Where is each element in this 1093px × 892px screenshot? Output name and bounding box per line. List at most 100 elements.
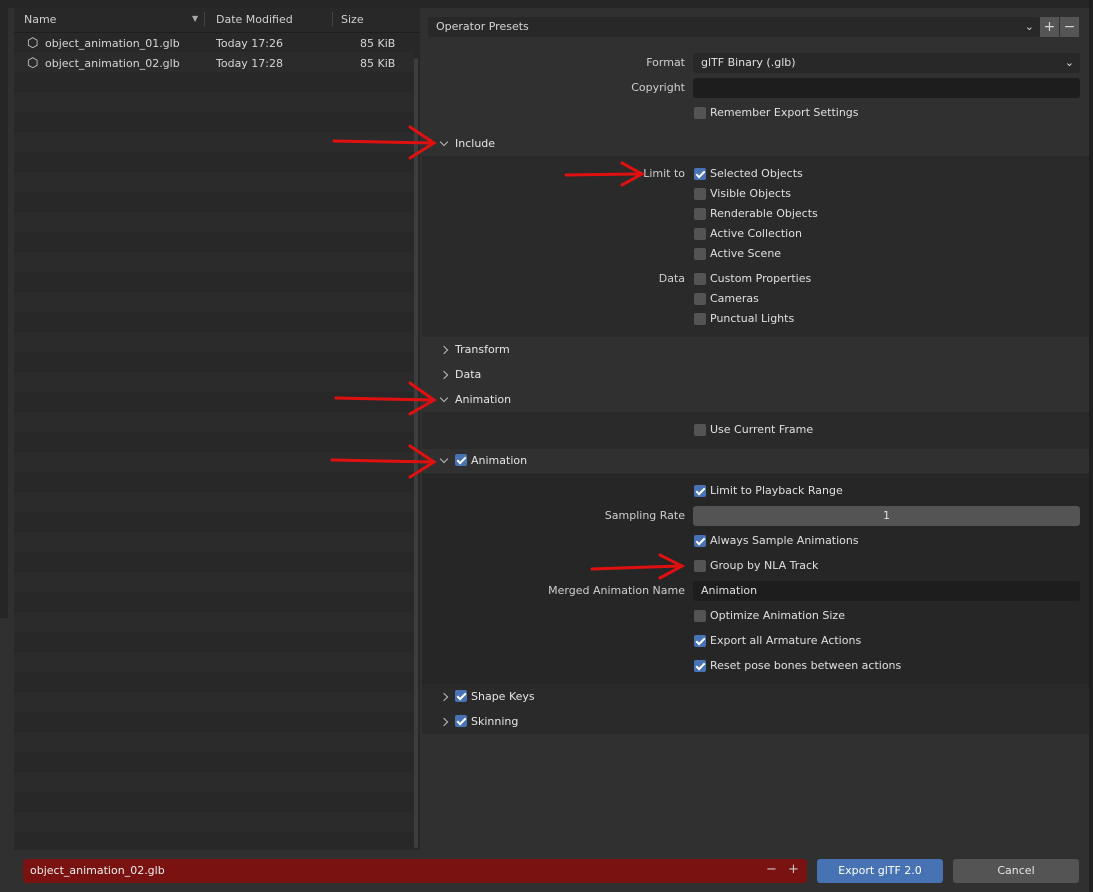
animation-sub-title: Animation (471, 454, 528, 467)
file-list-scrollbar[interactable] (414, 58, 418, 848)
remember-settings-label: Remember Export Settings (710, 106, 859, 119)
red-arrow-icon (590, 553, 686, 580)
copyright-field[interactable] (693, 78, 1080, 98)
custom-properties-label: Custom Properties (710, 272, 812, 285)
add-preset-button[interactable]: + (1040, 17, 1059, 37)
column-size[interactable]: Size (341, 13, 364, 26)
cancel-button[interactable]: Cancel (953, 859, 1079, 883)
reset-pose-bones-checkbox[interactable] (694, 660, 706, 672)
top-strip (0, 0, 1093, 8)
file-name: object_animation_02.glb (45, 57, 180, 70)
skinning-checkbox[interactable] (455, 715, 467, 727)
shape-keys-label: Shape Keys (471, 690, 535, 703)
animation-subpanel-header[interactable]: Animation (439, 454, 528, 467)
renderable-objects-label: Renderable Objects (710, 207, 818, 220)
increment-filename-button[interactable]: + (788, 862, 799, 877)
left-edge (0, 8, 8, 618)
format-dropdown[interactable]: glTF Binary (.glb) ⌄ (693, 53, 1080, 73)
include-panel (422, 156, 1090, 337)
merged-animation-name-field[interactable]: Animation (693, 581, 1080, 601)
file-date: Today 17:28 (216, 57, 284, 70)
file-size: 85 KiB (360, 57, 396, 70)
group-nla-checkbox[interactable] (694, 560, 706, 572)
file-name: object_animation_01.glb (45, 37, 180, 50)
header-divider (14, 32, 420, 33)
active-collection-checkbox[interactable] (694, 228, 706, 240)
include-title: Include (455, 137, 496, 150)
optimize-animation-checkbox[interactable] (694, 610, 706, 622)
merged-animation-name-label: Merged Animation Name (548, 584, 685, 597)
remember-settings-checkbox[interactable] (694, 107, 706, 119)
mesh-cube-icon: ⬡ (27, 56, 39, 71)
animation-enable-checkbox[interactable] (455, 454, 467, 466)
limit-playback-checkbox[interactable] (694, 485, 706, 497)
animation-subpanel-header-bg (422, 449, 1090, 473)
column-date[interactable]: Date Modified (216, 13, 293, 26)
format-value: glTF Binary (.glb) (701, 56, 796, 69)
data-label: Data (658, 272, 685, 285)
file-size: 85 KiB (360, 37, 396, 50)
include-panel-header[interactable]: Include (439, 137, 496, 150)
cameras-checkbox[interactable] (694, 293, 706, 305)
transform-title: Transform (455, 343, 510, 356)
chevron-down-icon: ⌄ (1024, 20, 1034, 33)
sampling-rate-label: Sampling Rate (604, 509, 685, 522)
column-divider (204, 12, 205, 26)
selected-objects-checkbox[interactable] (694, 168, 706, 180)
animation-panel-header[interactable]: Animation (439, 393, 512, 406)
sampling-rate-field[interactable]: 1 (693, 506, 1080, 526)
shape-keys-panel-header[interactable]: Shape Keys (439, 690, 535, 703)
filename-field[interactable]: object_animation_02.glb (23, 859, 807, 883)
presets-label: Operator Presets (436, 20, 529, 33)
use-current-frame-checkbox[interactable] (694, 424, 706, 436)
active-collection-label: Active Collection (710, 227, 802, 240)
selected-objects-label: Selected Objects (710, 167, 803, 180)
data-title: Data (455, 368, 482, 381)
export-armature-actions-checkbox[interactable] (694, 635, 706, 647)
operator-presets-dropdown[interactable]: Operator Presets ⌄ (428, 17, 1040, 37)
red-arrow-icon (334, 381, 437, 416)
sort-descending-icon[interactable]: ▼ (192, 14, 199, 23)
chevron-down-icon: ⌄ (1064, 56, 1074, 69)
column-name[interactable]: Name (24, 13, 57, 26)
skinning-panel-header[interactable]: Skinning (439, 715, 518, 728)
limit-to-label: Limit to (643, 167, 685, 180)
active-scene-checkbox[interactable] (694, 248, 706, 260)
file-date: Today 17:26 (216, 37, 284, 50)
column-divider (332, 12, 333, 26)
cameras-label: Cameras (710, 292, 759, 305)
remove-preset-button[interactable]: − (1060, 17, 1079, 37)
right-edge (1089, 0, 1093, 892)
filename-value: object_animation_02.glb (30, 864, 165, 877)
format-label: Format (646, 56, 685, 69)
transform-panel-header[interactable]: Transform (439, 343, 510, 356)
punctual-lights-checkbox[interactable] (694, 313, 706, 325)
active-scene-label: Active Scene (710, 247, 782, 260)
mesh-cube-icon: ⬡ (27, 36, 39, 51)
custom-properties-checkbox[interactable] (694, 273, 706, 285)
use-current-frame-label: Use Current Frame (710, 423, 814, 436)
group-nla-label: Group by NLA Track (710, 559, 819, 572)
file-browser: Name ▼ Date Modified Size ⬡ object_anima… (14, 8, 420, 850)
red-arrow-icon (330, 444, 437, 479)
optimize-animation-label: Optimize Animation Size (710, 609, 845, 622)
always-sample-checkbox[interactable] (694, 535, 706, 547)
red-arrow-icon (564, 161, 646, 187)
file-row[interactable]: ⬡ object_animation_02.glb Today 17:28 85… (14, 54, 414, 74)
export-button[interactable]: Export glTF 2.0 (817, 859, 943, 883)
file-row[interactable]: ⬡ object_animation_01.glb Today 17:26 85… (14, 34, 414, 54)
red-arrow-icon (332, 125, 437, 160)
visible-objects-checkbox[interactable] (694, 188, 706, 200)
always-sample-label: Always Sample Animations (710, 534, 859, 547)
limit-playback-label: Limit to Playback Range (710, 484, 843, 497)
file-list-background (14, 52, 414, 850)
animation-title: Animation (455, 393, 512, 406)
data-panel-header[interactable]: Data (439, 368, 482, 381)
renderable-objects-checkbox[interactable] (694, 208, 706, 220)
copyright-label: Copyright (631, 81, 685, 94)
punctual-lights-label: Punctual Lights (710, 312, 795, 325)
visible-objects-label: Visible Objects (710, 187, 791, 200)
shape-keys-checkbox[interactable] (455, 690, 467, 702)
decrement-filename-button[interactable]: − (766, 862, 777, 877)
